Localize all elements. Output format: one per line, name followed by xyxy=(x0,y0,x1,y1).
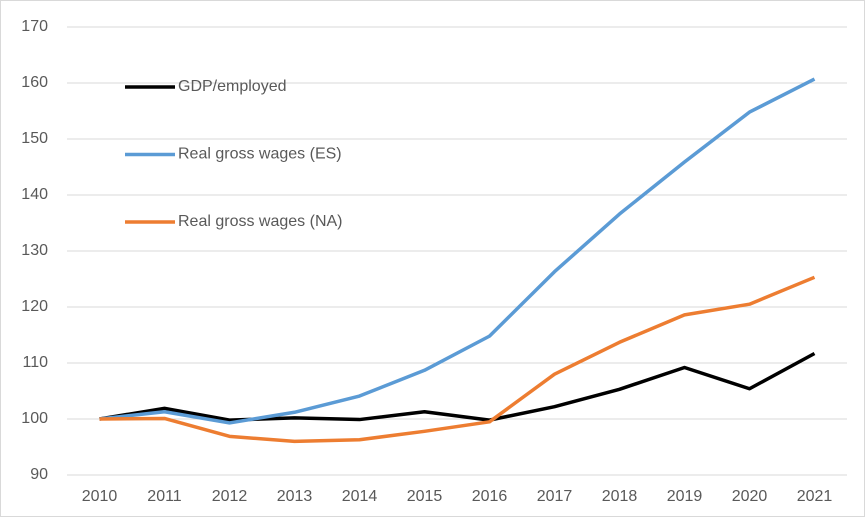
y-tick-label: 130 xyxy=(21,242,48,259)
x-tick-label: 2014 xyxy=(342,488,378,505)
y-tick-label: 120 xyxy=(21,298,48,315)
y-tick-label: 170 xyxy=(21,18,48,35)
y-tick-label: 150 xyxy=(21,130,48,147)
legend-label: GDP/employed xyxy=(178,78,287,95)
x-tick-label: 2012 xyxy=(212,488,248,505)
y-tick-label: 140 xyxy=(21,186,48,203)
x-tick-label: 2015 xyxy=(407,488,443,505)
x-tick-label: 2017 xyxy=(537,488,573,505)
legend-label: Real gross wages (ES) xyxy=(178,146,342,163)
x-tick-label: 2013 xyxy=(277,488,313,505)
series-line xyxy=(99,77,816,425)
x-tick-label: 2019 xyxy=(667,488,703,505)
x-tick-label: 2016 xyxy=(472,488,508,505)
x-tick-label: 2021 xyxy=(797,488,833,505)
legend-label: Real gross wages (NA) xyxy=(178,213,343,230)
y-tick-label: 160 xyxy=(21,74,48,91)
series-line xyxy=(99,275,816,444)
y-tick-label: 110 xyxy=(22,354,48,371)
y-tick-label: 100 xyxy=(21,410,48,427)
x-tick-label: 2020 xyxy=(732,488,768,505)
x-tick-label: 2010 xyxy=(82,488,118,505)
x-tick-label: 2018 xyxy=(602,488,638,505)
series-line xyxy=(99,351,816,422)
x-tick-label: 2011 xyxy=(147,488,182,505)
y-tick-label: 90 xyxy=(30,466,48,483)
